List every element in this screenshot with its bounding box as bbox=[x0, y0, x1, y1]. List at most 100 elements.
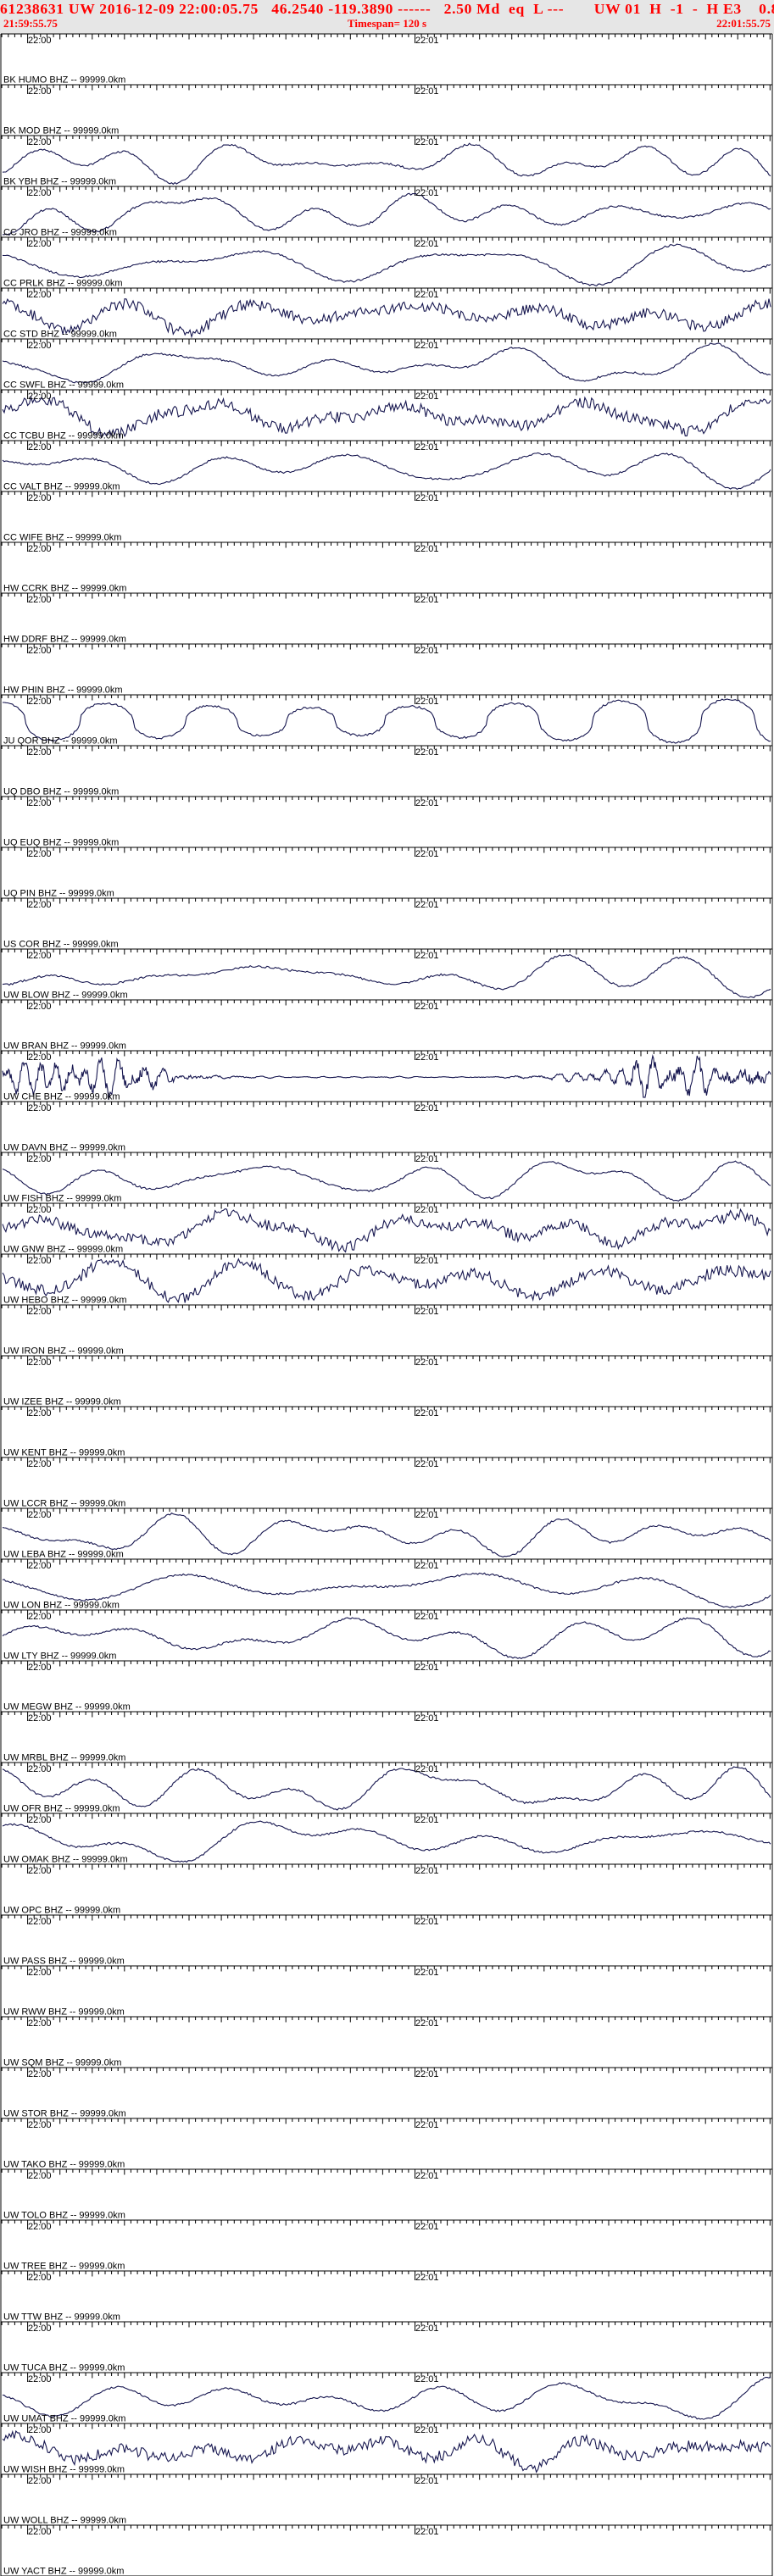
svg-text:22:00: 22:00 bbox=[28, 1052, 52, 1063]
svg-text:22:01: 22:01 bbox=[415, 442, 439, 452]
svg-text:22:01: 22:01 bbox=[415, 1307, 439, 1317]
svg-text:22:01: 22:01 bbox=[415, 1510, 439, 1520]
svg-text:UW TUCA BHZ -- 99999.0km: UW TUCA BHZ -- 99999.0km bbox=[3, 2363, 125, 2373]
svg-text:22:01: 22:01 bbox=[415, 2527, 439, 2537]
svg-text:UW MRBL BHZ -- 99999.0km: UW MRBL BHZ -- 99999.0km bbox=[3, 1753, 125, 1763]
svg-text:UW STOR BHZ -- 99999.0km: UW STOR BHZ -- 99999.0km bbox=[3, 2109, 126, 2119]
svg-text:UW PASS BHZ -- 99999.0km: UW PASS BHZ -- 99999.0km bbox=[3, 1957, 125, 1967]
svg-text:BK HUMO BHZ -- 99999.0km: BK HUMO BHZ -- 99999.0km bbox=[3, 75, 125, 86]
svg-text:22:00: 22:00 bbox=[28, 2069, 52, 2079]
svg-text:UW LON BHZ -- 99999.0km: UW LON BHZ -- 99999.0km bbox=[3, 1601, 120, 1611]
svg-text:BK YBH BHZ -- 99999.0km: BK YBH BHZ -- 99999.0km bbox=[3, 177, 116, 187]
svg-text:22:01: 22:01 bbox=[415, 2171, 439, 2181]
svg-text:22:01: 22:01 bbox=[415, 1663, 439, 1673]
svg-text:22:01: 22:01 bbox=[415, 1917, 439, 1927]
svg-text:CC STD BHZ -- 99999.0km: CC STD BHZ -- 99999.0km bbox=[3, 330, 117, 340]
svg-text:22:01: 22:01 bbox=[415, 1815, 439, 1825]
svg-text:UW UMAT BHZ -- 99999.0km: UW UMAT BHZ -- 99999.0km bbox=[3, 2414, 125, 2424]
svg-text:UW SQM BHZ -- 99999.0km: UW SQM BHZ -- 99999.0km bbox=[3, 2058, 121, 2068]
svg-text:22:00: 22:00 bbox=[28, 697, 52, 707]
svg-text:22:01: 22:01 bbox=[415, 646, 439, 656]
svg-text:HW CCRK BHZ -- 99999.0km: HW CCRK BHZ -- 99999.0km bbox=[3, 584, 126, 594]
svg-text:22:00: 22:00 bbox=[28, 747, 52, 758]
svg-text:UW TREE BHZ -- 99999.0km: UW TREE BHZ -- 99999.0km bbox=[3, 2262, 125, 2272]
svg-text:UW DAVN BHZ -- 99999.0km: UW DAVN BHZ -- 99999.0km bbox=[3, 1143, 125, 1153]
svg-text:UQ EUQ BHZ -- 99999.0km: UQ EUQ BHZ -- 99999.0km bbox=[3, 838, 119, 848]
svg-text:UW OPC BHZ -- 99999.0km: UW OPC BHZ -- 99999.0km bbox=[3, 1906, 120, 1916]
svg-text:22:01: 22:01 bbox=[415, 1968, 439, 1978]
svg-text:22:01: 22:01 bbox=[415, 2425, 439, 2435]
svg-text:22:00: 22:00 bbox=[28, 188, 52, 198]
svg-text:22:01: 22:01 bbox=[415, 290, 439, 300]
svg-text:22:00: 22:00 bbox=[28, 2222, 52, 2232]
svg-text:22:00: 22:00 bbox=[28, 1968, 52, 1978]
svg-text:UW IZEE BHZ -- 99999.0km: UW IZEE BHZ -- 99999.0km bbox=[3, 1397, 121, 1407]
svg-text:22:00: 22:00 bbox=[28, 1866, 52, 1876]
svg-text:22:00: 22:00 bbox=[28, 1561, 52, 1571]
svg-text:22:01: 22:01 bbox=[415, 697, 439, 707]
svg-text:22:01: 22:01 bbox=[415, 2120, 439, 2130]
svg-text:22:00: 22:00 bbox=[28, 2527, 52, 2537]
svg-text:UW WISH BHZ -- 99999.0km: UW WISH BHZ -- 99999.0km bbox=[3, 2465, 125, 2475]
svg-text:22:00: 22:00 bbox=[28, 1154, 52, 1164]
svg-text:UW YACT BHZ -- 99999.0km: UW YACT BHZ -- 99999.0km bbox=[3, 2567, 124, 2576]
svg-text:UW OMAK BHZ -- 99999.0km: UW OMAK BHZ -- 99999.0km bbox=[3, 1855, 128, 1865]
svg-text:22:01: 22:01 bbox=[415, 1205, 439, 1215]
svg-text:22:01: 22:01 bbox=[415, 2222, 439, 2232]
svg-text:22:00: 22:00 bbox=[28, 1917, 52, 1927]
svg-text:22:00: 22:00 bbox=[28, 137, 52, 147]
svg-text:22:00: 22:00 bbox=[28, 2171, 52, 2181]
svg-text:22:00: 22:00 bbox=[28, 1103, 52, 1113]
svg-text:22:01: 22:01 bbox=[415, 2018, 439, 2029]
svg-text:UW RWW BHZ -- 99999.0km: UW RWW BHZ -- 99999.0km bbox=[3, 2007, 125, 2018]
svg-text:22:01: 22:01 bbox=[415, 798, 439, 808]
svg-text:UW MEGW BHZ -- 99999.0km: UW MEGW BHZ -- 99999.0km bbox=[3, 1702, 131, 1713]
svg-text:HW PHIN BHZ -- 99999.0km: HW PHIN BHZ -- 99999.0km bbox=[3, 686, 123, 696]
svg-text:22:00: 22:00 bbox=[28, 646, 52, 656]
svg-text:HW DDRF BHZ -- 99999.0km: HW DDRF BHZ -- 99999.0km bbox=[3, 635, 126, 645]
svg-text:UW OFR BHZ -- 99999.0km: UW OFR BHZ -- 99999.0km bbox=[3, 1804, 120, 1814]
svg-text:22:00: 22:00 bbox=[28, 951, 52, 961]
svg-text:22:00: 22:00 bbox=[28, 1459, 52, 1469]
svg-text:22:01: 22:01 bbox=[415, 391, 439, 402]
svg-text:22:00: 22:00 bbox=[28, 1510, 52, 1520]
svg-text:22:01: 22:01 bbox=[415, 595, 439, 605]
svg-text:UW BLOW BHZ -- 99999.0km: UW BLOW BHZ -- 99999.0km bbox=[3, 991, 128, 1001]
svg-text:22:01: 22:01 bbox=[415, 2374, 439, 2384]
svg-text:22:00: 22:00 bbox=[28, 1815, 52, 1825]
svg-text:UW LCCR BHZ -- 99999.0km: UW LCCR BHZ -- 99999.0km bbox=[3, 1499, 125, 1509]
svg-text:UQ PIN BHZ -- 99999.0km: UQ PIN BHZ -- 99999.0km bbox=[3, 889, 114, 899]
svg-text:22:00: 22:00 bbox=[28, 1357, 52, 1368]
svg-text:UW CHE BHZ -- 99999.0km: UW CHE BHZ -- 99999.0km bbox=[3, 1092, 120, 1102]
svg-text:UW KENT BHZ -- 99999.0km: UW KENT BHZ -- 99999.0km bbox=[3, 1448, 125, 1458]
svg-text:CC PRLK BHZ -- 99999.0km: CC PRLK BHZ -- 99999.0km bbox=[3, 279, 123, 289]
svg-text:22:00: 22:00 bbox=[28, 2018, 52, 2029]
svg-text:22:01: 22:01 bbox=[415, 2476, 439, 2486]
svg-text:22:00: 22:00 bbox=[28, 1408, 52, 1418]
svg-text:22:00: 22:00 bbox=[28, 1256, 52, 1266]
svg-text:22:00: 22:00 bbox=[28, 2323, 52, 2334]
svg-text:22:00: 22:00 bbox=[28, 1663, 52, 1673]
svg-text:22:01: 22:01 bbox=[415, 86, 439, 97]
svg-text:22:01: 22:01 bbox=[415, 900, 439, 910]
svg-text:22:00: 22:00 bbox=[28, 1612, 52, 1622]
svg-text:22:00: 22:00 bbox=[28, 86, 52, 97]
svg-text:UW TTW BHZ -- 99999.0km: UW TTW BHZ -- 99999.0km bbox=[3, 2312, 120, 2323]
svg-text:22:01: 22:01 bbox=[415, 747, 439, 758]
svg-text:22:00: 22:00 bbox=[28, 2374, 52, 2384]
svg-text:22:00: 22:00 bbox=[28, 2476, 52, 2486]
svg-text:22:01: 22:01 bbox=[415, 1408, 439, 1418]
svg-text:22:01: 22:01 bbox=[415, 1256, 439, 1266]
svg-text:UW IRON BHZ -- 99999.0km: UW IRON BHZ -- 99999.0km bbox=[3, 1346, 124, 1357]
svg-text:UW TAKO BHZ -- 99999.0km: UW TAKO BHZ -- 99999.0km bbox=[3, 2160, 125, 2170]
svg-text:22:00: 22:00 bbox=[28, 1713, 52, 1724]
svg-text:CC SWFL BHZ -- 99999.0km: CC SWFL BHZ -- 99999.0km bbox=[3, 380, 124, 391]
svg-text:JU QOR BHZ -- 99999.0km: JU QOR BHZ -- 99999.0km bbox=[3, 736, 117, 747]
svg-text:22:01: 22:01 bbox=[415, 1154, 439, 1164]
svg-text:22:00: 22:00 bbox=[28, 1764, 52, 1774]
svg-text:22:01: 22:01 bbox=[415, 239, 439, 249]
svg-text:22:00: 22:00 bbox=[28, 36, 52, 46]
svg-text:22:01: 22:01 bbox=[415, 1713, 439, 1724]
svg-text:22:00: 22:00 bbox=[28, 391, 52, 402]
svg-text:22:01: 22:01 bbox=[415, 1103, 439, 1113]
